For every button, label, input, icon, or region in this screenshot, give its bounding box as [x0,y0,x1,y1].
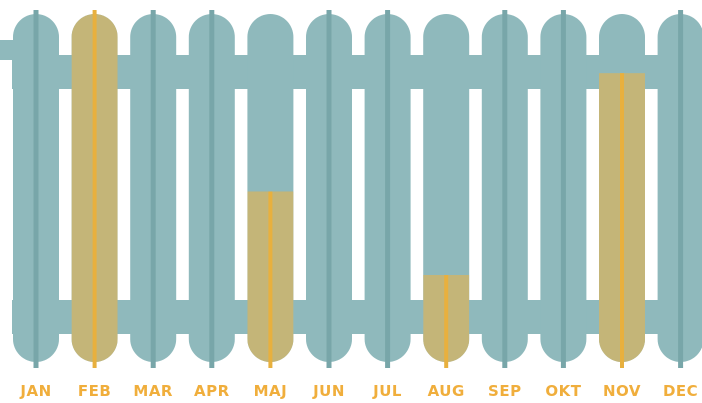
radiator-stripe-mar [150,10,156,368]
radiator-stripe-jul [385,10,391,368]
radiator-stripe-jun [326,10,332,368]
month-label-sep: SEP [488,382,522,400]
month-label-jan: JAN [19,382,51,400]
month-label-dec: DEC [663,382,698,400]
month-label-okt: OKT [545,382,581,400]
radiator-top-rail [12,55,702,89]
month-label-nov: NOV [603,382,641,400]
bar-stripe-feb [92,10,97,368]
bar-series [71,10,645,368]
radiator-stripe-apr [209,10,215,368]
month-label-jul: JUL [372,382,402,400]
month-label-apr: APR [194,382,230,400]
month-label-aug: AUG [428,382,465,400]
radiator-stripe-sep [502,10,508,368]
radiator-stripe-jan [33,10,39,368]
bar-aug [423,275,470,368]
radiator-inlet-pipe [0,40,14,60]
month-label-jun: JUN [312,382,345,400]
bar-stripe-maj [268,191,273,368]
radiator-stripe-dec [678,10,684,368]
month-labels: JAN FEB MAR APR MAJ JUN JUL AUG SEP OKT NOV DEC [19,382,698,400]
bar-stripe-nov [620,73,624,368]
bar-feb [71,10,118,368]
month-label-maj: MAJ [254,382,288,400]
bar-nov [599,73,645,368]
month-label-mar: MAR [133,382,173,400]
bar-maj [247,191,294,368]
radiator-stripe-okt [560,10,566,368]
radiator-bottom-rail [12,300,702,334]
month-label-feb: FEB [78,382,111,400]
bar-stripe-aug [444,275,449,368]
